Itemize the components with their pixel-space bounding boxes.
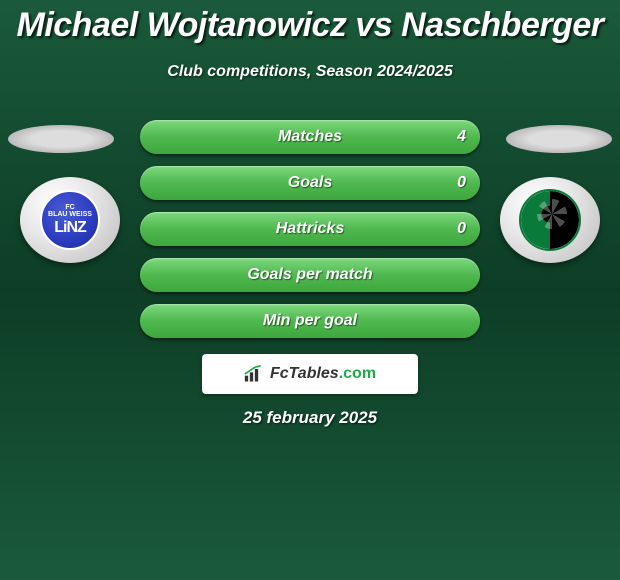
stat-row-mpg: Min per goal <box>140 304 480 338</box>
badge-text: FC <box>65 204 74 212</box>
brand-name: FcTables <box>270 365 339 382</box>
comparison-card: Michael Wojtanowicz vs Naschberger Club … <box>0 0 620 580</box>
badge-text: BLAU WEISS <box>48 211 92 219</box>
stat-right-value: 0 <box>457 220 466 238</box>
stat-right-value: 0 <box>457 174 466 192</box>
player-silhouette-left <box>8 125 114 153</box>
stat-label: Goals per match <box>247 266 372 284</box>
stat-row-goals: Goals 0 <box>140 166 480 200</box>
stat-label: Matches <box>278 128 342 146</box>
stat-row-matches: Matches 4 <box>140 120 480 154</box>
bars-icon <box>244 365 264 383</box>
subtitle: Club competitions, Season 2024/2025 <box>0 63 620 81</box>
page-title: Michael Wojtanowicz vs Naschberger <box>0 0 620 45</box>
stat-label: Goals <box>288 174 332 192</box>
stat-label: Hattricks <box>276 220 344 238</box>
club-badge-left: FC BLAU WEISS LiNZ <box>20 177 120 263</box>
stats-list: Matches 4 Goals 0 Hattricks 0 Goals per … <box>140 120 480 350</box>
date-text: 25 february 2025 <box>0 408 620 428</box>
club-logo-wattens <box>519 189 581 251</box>
club-badge-right <box>500 177 600 263</box>
stat-row-hattricks: Hattricks 0 <box>140 212 480 246</box>
stat-label: Min per goal <box>263 312 357 330</box>
stat-row-gpm: Goals per match <box>140 258 480 292</box>
stat-right-value: 4 <box>457 128 466 146</box>
brand-text: FcTables.com <box>270 365 376 383</box>
brand-box[interactable]: FcTables.com <box>202 354 418 394</box>
player-silhouette-right <box>506 125 612 153</box>
club-logo-linz: FC BLAU WEISS LiNZ <box>40 190 100 250</box>
brand-suffix: .com <box>339 365 376 382</box>
badge-text: LiNZ <box>54 219 86 237</box>
